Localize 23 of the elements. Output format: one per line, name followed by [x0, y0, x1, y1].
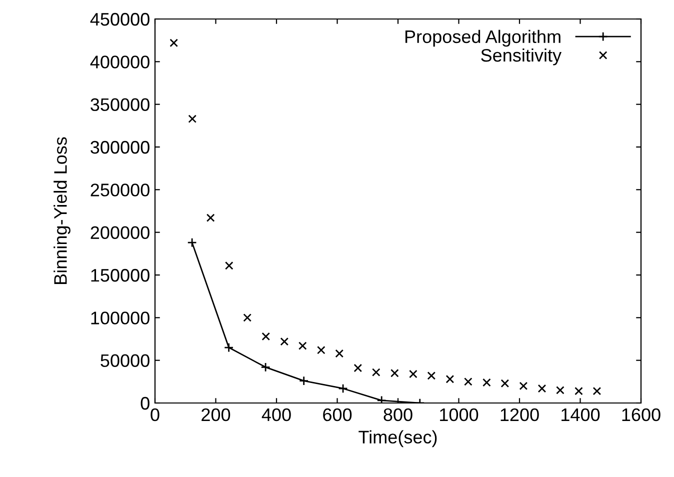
y-tick-label: 250000 — [90, 184, 150, 196]
x-tick-label: 1200 — [500, 408, 539, 422]
x-tick-label: 800 — [384, 408, 412, 422]
x-tick-label: 200 — [202, 408, 230, 422]
y-tick-label: 400000 — [90, 56, 150, 68]
y-tick-label: 350000 — [90, 98, 150, 112]
x-axis-title: Time(sec) — [358, 430, 437, 448]
y-tick-label: 200000 — [90, 226, 150, 240]
y-tick-label: 450000 — [90, 12, 150, 26]
y-tick-label: 300000 — [90, 140, 150, 154]
y-tick-label: 50000 — [100, 354, 150, 368]
x-tick-label: 1000 — [440, 408, 478, 422]
y-tick-label: 150000 — [91, 268, 150, 282]
x-tick-label: 0 — [150, 408, 160, 422]
x-tick-label: 1600 — [622, 408, 660, 422]
x-tick-label: 600 — [323, 408, 352, 422]
y-tick-label: 0 — [140, 396, 150, 410]
y-axis-title: Binning-Yield Loss — [54, 137, 70, 284]
y-tick-label: 100000 — [91, 312, 150, 324]
legend-label: Sensitivity — [481, 48, 562, 66]
x-tick-label: 1400 — [562, 408, 600, 422]
legend-label: Proposed Algorithm — [405, 30, 560, 47]
x-tick-label: 400 — [262, 408, 291, 422]
